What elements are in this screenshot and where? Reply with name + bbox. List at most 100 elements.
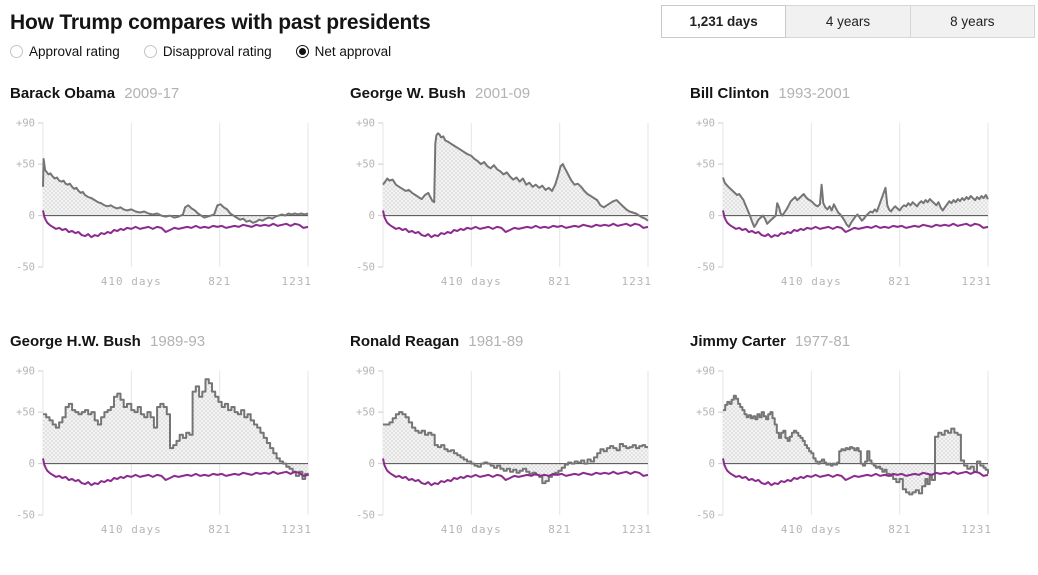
- metric-filter-label: Disapproval rating: [162, 44, 272, 59]
- president-net-area: [723, 177, 988, 227]
- svg-text:1231: 1231: [962, 275, 993, 288]
- trump-net-line: [722, 458, 989, 487]
- svg-text:410 days: 410 days: [781, 275, 842, 288]
- net-approval-chart-ronald-reagan[interactable]: +90 +50 0 -50 410 days 821 1231: [350, 363, 652, 541]
- president-net-area: [43, 379, 308, 479]
- x-axis: 410 days 821 1231: [781, 523, 993, 536]
- y-axis: +90 +50 0 -50: [16, 118, 43, 274]
- metric-filter-approval-rating[interactable]: Approval rating: [10, 44, 120, 59]
- x-axis: 410 days 821 1231: [441, 523, 653, 536]
- president-name: Barack Obama: [10, 85, 116, 102]
- metric-filter-label: Approval rating: [29, 44, 120, 59]
- svg-text:-50: -50: [696, 510, 715, 522]
- svg-text:+50: +50: [16, 159, 35, 171]
- svg-text:+90: +90: [356, 366, 375, 378]
- net-approval-chart-george-w-bush[interactable]: +90 +50 0 -50 410 days 821 1231: [350, 115, 652, 293]
- net-approval-chart-george-hw-bush[interactable]: +90 +50 0 -50 410 days 821 1231: [10, 363, 312, 541]
- svg-text:+90: +90: [696, 118, 715, 130]
- svg-text:+50: +50: [16, 407, 35, 419]
- president-net-line: [383, 411, 648, 485]
- svg-text:+90: +90: [696, 366, 715, 378]
- svg-text:1231: 1231: [622, 523, 653, 536]
- svg-text:+50: +50: [356, 407, 375, 419]
- svg-text:1231: 1231: [622, 275, 653, 288]
- x-axis: 410 days 821 1231: [101, 275, 313, 288]
- svg-text:+90: +90: [16, 366, 35, 378]
- y-axis: +90 +50 0 -50: [16, 366, 43, 522]
- metric-filter-disapproval-rating[interactable]: Disapproval rating: [143, 44, 272, 59]
- president-years: 2009-17: [120, 85, 180, 102]
- president-years: 1993-2001: [774, 85, 851, 102]
- svg-text:410 days: 410 days: [101, 275, 162, 288]
- trump-net-line: [42, 458, 309, 487]
- metric-filter-net-approval[interactable]: Net approval: [295, 44, 392, 59]
- y-axis: +90 +50 0 -50: [696, 366, 723, 522]
- range-tab-4-years[interactable]: 4 years: [785, 6, 909, 37]
- svg-text:1231: 1231: [282, 523, 313, 536]
- range-tab-8-years[interactable]: 8 years: [909, 6, 1034, 37]
- svg-text:410 days: 410 days: [101, 523, 162, 536]
- president-net-line: [43, 378, 309, 480]
- y-axis: +90 +50 0 -50: [356, 366, 383, 522]
- svg-text:0: 0: [709, 210, 715, 222]
- president-net-area: [383, 133, 648, 221]
- president-name: Bill Clinton: [690, 85, 770, 102]
- trump-net-line: [42, 210, 309, 239]
- panel-title: George H.W. Bush 1989-93: [10, 333, 312, 351]
- charts-grid: Barack Obama 2009-17 +90 +50 0 -50 410 days 8…: [0, 59, 1038, 541]
- radio-icon[interactable]: [143, 45, 157, 58]
- svg-text:+90: +90: [16, 118, 35, 130]
- radio-icon[interactable]: [10, 45, 23, 58]
- panel-title: Ronald Reagan 1981-89: [350, 333, 652, 351]
- svg-text:0: 0: [29, 458, 35, 470]
- svg-text:410 days: 410 days: [441, 275, 502, 288]
- president-name: Ronald Reagan: [350, 333, 460, 350]
- page-header: How Trump compares with past presidents …: [0, 0, 1038, 59]
- president-panel-jimmy-carter: Jimmy Carter 1977-81 +90 +50 0 -50 410 days 8…: [690, 333, 992, 541]
- metric-filter-label: Net approval: [314, 44, 392, 59]
- net-approval-chart-bill-clinton[interactable]: +90 +50 0 -50 410 days 821 1231: [690, 115, 992, 293]
- president-years: 2001-09: [470, 85, 531, 102]
- range-tabs: 1,231 days 4 years 8 years: [661, 5, 1035, 38]
- panel-title: Barack Obama 2009-17: [10, 85, 312, 103]
- president-panel-george-hw-bush: George H.W. Bush 1989-93 +90 +50 0 -50 410 d…: [10, 333, 312, 541]
- x-axis: 410 days 821 1231: [781, 275, 993, 288]
- president-years: 1989-93: [145, 333, 206, 350]
- svg-text:-50: -50: [696, 262, 715, 274]
- svg-text:410 days: 410 days: [441, 523, 502, 536]
- president-years: 1981-89: [464, 333, 524, 350]
- president-net-area: [723, 395, 988, 495]
- svg-text:+90: +90: [356, 118, 375, 130]
- svg-text:-50: -50: [356, 262, 375, 274]
- x-axis: 410 days 821 1231: [441, 275, 653, 288]
- trump-net-line: [382, 210, 649, 239]
- svg-text:-50: -50: [16, 262, 35, 274]
- president-panel-barack-obama: Barack Obama 2009-17 +90 +50 0 -50 410 days 8…: [10, 85, 312, 293]
- x-axis: 410 days 821 1231: [101, 523, 313, 536]
- president-name: Jimmy Carter: [690, 333, 786, 350]
- president-net-line: [382, 132, 649, 222]
- page-title: How Trump compares with past presidents: [10, 11, 431, 34]
- panel-title: George W. Bush 2001-09: [350, 85, 652, 103]
- svg-text:+50: +50: [356, 159, 375, 171]
- svg-text:-50: -50: [356, 510, 375, 522]
- net-approval-chart-barack-obama[interactable]: +90 +50 0 -50 410 days 821 1231: [10, 115, 312, 293]
- panel-title: Bill Clinton 1993-2001: [690, 85, 992, 103]
- y-axis: +90 +50 0 -50: [356, 118, 383, 274]
- radio-icon[interactable]: [295, 45, 309, 58]
- svg-text:821: 821: [208, 523, 231, 536]
- trump-net-line: [722, 210, 989, 239]
- svg-text:1231: 1231: [962, 523, 993, 536]
- net-approval-chart-jimmy-carter[interactable]: +90 +50 0 -50 410 days 821 1231: [690, 363, 992, 541]
- svg-text:821: 821: [548, 523, 571, 536]
- svg-text:1231: 1231: [282, 275, 313, 288]
- president-net-area: [43, 159, 308, 223]
- president-name: George W. Bush: [350, 85, 466, 102]
- svg-text:+50: +50: [696, 159, 715, 171]
- president-net-line: [42, 158, 309, 224]
- range-tab-1-231-days[interactable]: 1,231 days: [661, 5, 787, 38]
- president-net-line: [723, 394, 989, 496]
- svg-text:0: 0: [369, 210, 375, 222]
- svg-text:0: 0: [29, 210, 35, 222]
